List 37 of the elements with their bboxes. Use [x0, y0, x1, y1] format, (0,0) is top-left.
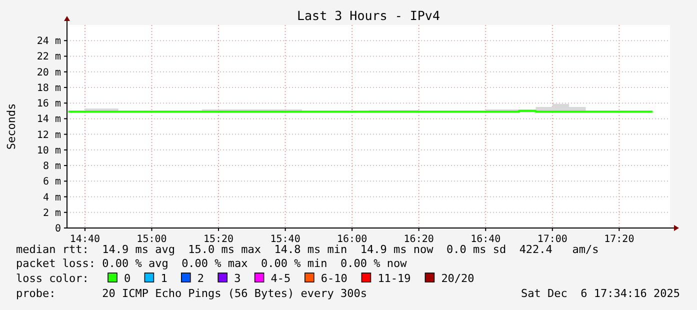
- x-tick-label: 16:40: [470, 234, 501, 245]
- text: Sat Dec 6 17:34:16 2025: [521, 287, 680, 300]
- x-tick-label: 16:20: [404, 234, 434, 245]
- legend-title: loss color:: [16, 272, 89, 285]
- legend-label: 1: [160, 272, 168, 285]
- legend-label: 2: [197, 272, 204, 285]
- legend-label: 4-5: [270, 272, 291, 285]
- legend-label: 20/20: [441, 272, 474, 285]
- legend-label: 6-10: [320, 272, 348, 285]
- y-tick-label: 18 m: [36, 82, 61, 94]
- y-tick-label: 4 m: [42, 192, 61, 204]
- legend-label: 3: [234, 272, 241, 285]
- x-tick-label: 16:00: [337, 234, 368, 245]
- y-tick-label: 22 m: [36, 52, 61, 63]
- y-tick-label: 2 m: [42, 208, 61, 219]
- x-tick-label: 17:00: [537, 234, 568, 245]
- x-tick-label: 14:40: [70, 234, 100, 245]
- y-tick-label: 16 m: [36, 98, 61, 110]
- y-tick-label: 24 m: [36, 36, 61, 48]
- y-tick-label: 10 m: [36, 145, 61, 156]
- y-tick-label: 0: [54, 224, 61, 234]
- x-tick-label: 15:00: [136, 234, 167, 245]
- text: packet loss: 0.00 % avg 0.00 % max 0.00 % min 0.00 % now: [16, 257, 408, 270]
- x-tick-label: 15:20: [203, 234, 234, 245]
- x-tick-label: 17:20: [604, 234, 634, 245]
- chart-title: Last 3 Hours - IPv4: [297, 8, 440, 23]
- text: median rtt: 14.9 ms avg 15.0 ms max 14.8 ms min 14.9 ms now 0.0 ms sd 422.4 am/s: [16, 243, 599, 256]
- y-tick-label: 14 m: [36, 114, 61, 126]
- x-tick-label: 15:40: [270, 234, 300, 245]
- y-tick-label: 6 m: [42, 176, 61, 188]
- y-tick-label: 8 m: [42, 161, 61, 172]
- text: probe: 20 ICMP Echo Pings (56 Bytes) every 300s: [16, 287, 367, 300]
- y-axis-title: Seconds: [5, 103, 18, 150]
- legend-label: 11-19: [378, 272, 411, 285]
- y-tick-label: 12 m: [36, 130, 61, 141]
- legend-label: 0: [124, 272, 131, 285]
- y-tick-label: 20 m: [36, 67, 61, 78]
